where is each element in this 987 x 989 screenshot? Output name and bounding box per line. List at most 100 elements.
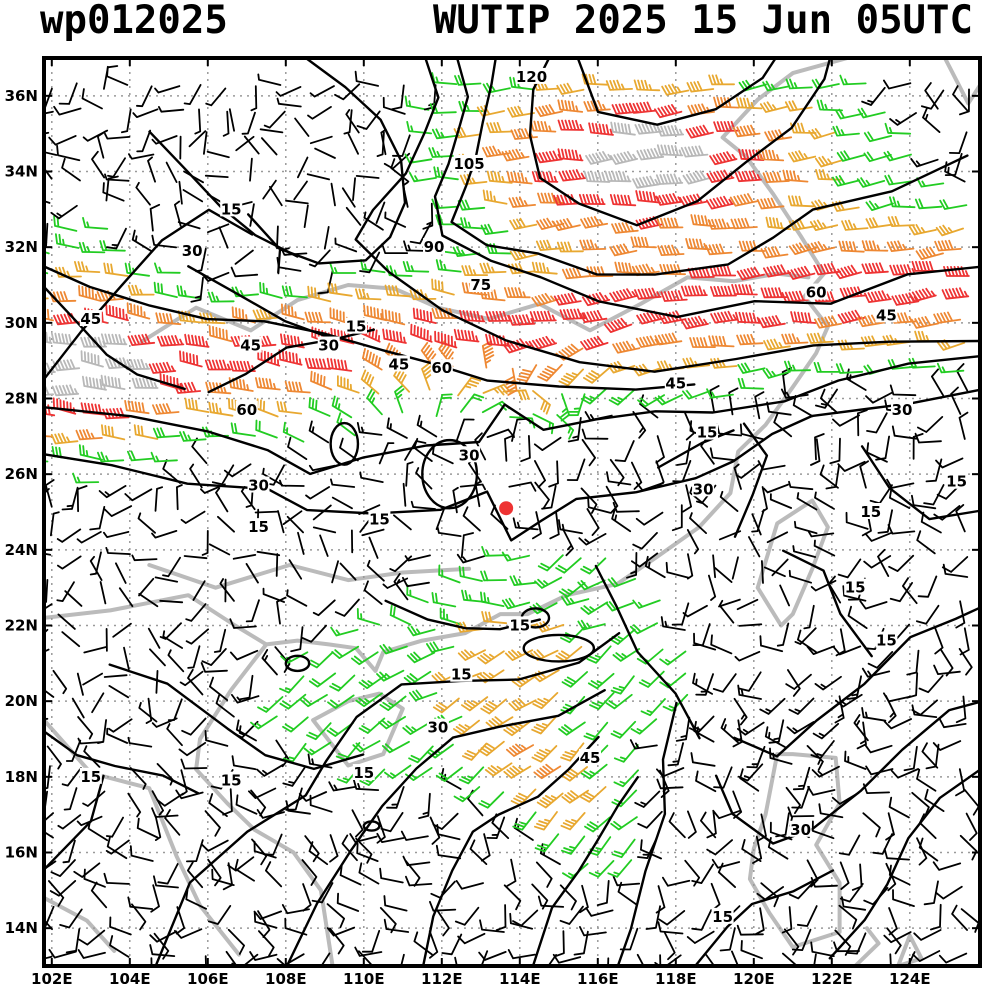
wind-barb <box>815 155 844 168</box>
wind-barb <box>736 333 764 346</box>
wind-barb <box>305 486 330 500</box>
wind-barb <box>328 781 357 792</box>
wind-barb <box>769 493 792 509</box>
wind-barb <box>245 563 259 584</box>
wind-barb <box>656 144 684 157</box>
wind-barb <box>103 674 128 678</box>
wind-barb <box>912 433 924 460</box>
wind-barb <box>74 261 101 273</box>
wind-barb <box>108 685 130 699</box>
wind-barb <box>478 951 507 961</box>
wind-barb <box>912 950 941 962</box>
contour-label: 15 <box>509 617 530 635</box>
wind-barb <box>754 391 765 420</box>
wind-barb <box>153 875 179 889</box>
wind-barb <box>611 838 636 859</box>
wind-barb <box>754 907 765 936</box>
wind-barb <box>459 483 486 491</box>
wind-barb <box>610 121 636 136</box>
wind-barb <box>841 219 869 231</box>
wind-barb <box>803 604 815 630</box>
wind-barb <box>659 650 687 666</box>
wind-barb <box>757 149 785 162</box>
wind-barb <box>630 718 658 735</box>
wind-barb <box>791 928 812 951</box>
wind-barb <box>155 670 159 694</box>
contour-label: 15 <box>248 518 269 536</box>
wind-barb <box>687 267 715 279</box>
wind-barb <box>276 256 302 272</box>
wind-barb <box>682 170 711 185</box>
wind-barb <box>457 199 486 211</box>
contour-label: 15 <box>712 908 733 926</box>
wind-barb <box>287 436 308 460</box>
wind-barb <box>262 587 285 603</box>
wind-barb <box>635 511 664 526</box>
wind-barb <box>76 485 88 513</box>
wind-barb <box>167 649 185 673</box>
wind-barb <box>109 916 132 936</box>
wind-barb <box>562 528 574 557</box>
wind-barb <box>480 570 507 582</box>
wind-barb <box>231 694 260 704</box>
wind-barb <box>50 332 77 346</box>
lat-label-26N: 26N <box>5 465 38 483</box>
contour-label-bg <box>345 317 367 334</box>
contour-label-bg <box>579 748 601 765</box>
wind-barb <box>461 589 487 603</box>
wind-barb <box>507 105 535 118</box>
wind-barb <box>115 562 127 584</box>
wind-barb <box>112 622 132 638</box>
wind-barb <box>888 907 898 936</box>
wind-barb <box>580 335 609 351</box>
contour-label: 60 <box>431 359 452 377</box>
wind-barb <box>188 130 207 148</box>
wind-barb <box>611 102 640 115</box>
wind-barb <box>560 812 586 831</box>
wind-barb <box>609 628 636 645</box>
wind-barb <box>889 196 916 209</box>
wind-barb <box>531 669 560 683</box>
isotach-line <box>433 58 980 319</box>
wind-barb <box>217 515 235 533</box>
wind-barb <box>124 488 153 502</box>
wind-barb <box>304 311 331 324</box>
isotach-line <box>594 564 701 740</box>
wind-barb <box>359 251 381 274</box>
wind-barb <box>718 599 735 624</box>
wind-barb <box>345 206 362 226</box>
wind-barb <box>503 721 531 737</box>
wind-barb <box>737 721 765 736</box>
wind-barb <box>906 649 920 676</box>
wind-barb <box>586 508 600 536</box>
wind-barb <box>422 202 434 230</box>
wind-barb <box>207 858 222 887</box>
wind-barb <box>832 175 861 187</box>
wind-barb <box>282 510 303 525</box>
contour-label: 30 <box>318 337 339 355</box>
wind-barb <box>656 767 685 778</box>
lat-label-22N: 22N <box>5 617 38 635</box>
wind-barb <box>865 200 894 211</box>
wind-barb <box>583 721 609 741</box>
wind-barb <box>103 531 130 538</box>
wind-barb <box>832 125 860 137</box>
wind-barb <box>924 82 939 110</box>
wind-barb <box>532 692 559 710</box>
wind-barb <box>52 397 77 415</box>
wind-barb <box>787 195 815 208</box>
contour-label-bg <box>692 480 715 497</box>
wind-barb <box>679 193 708 207</box>
wind-barb <box>307 106 332 120</box>
wind-barb <box>861 86 886 106</box>
wind-barb <box>410 500 436 510</box>
wind-barb <box>921 89 945 110</box>
wind-barb <box>637 810 663 829</box>
wind-barb <box>136 817 159 839</box>
wind-barb <box>782 169 809 183</box>
wind-barb <box>204 174 229 178</box>
wind-barb <box>207 223 230 234</box>
contour-label: 45 <box>388 355 409 373</box>
wind-barb <box>548 460 559 488</box>
wind-barb <box>952 85 969 112</box>
